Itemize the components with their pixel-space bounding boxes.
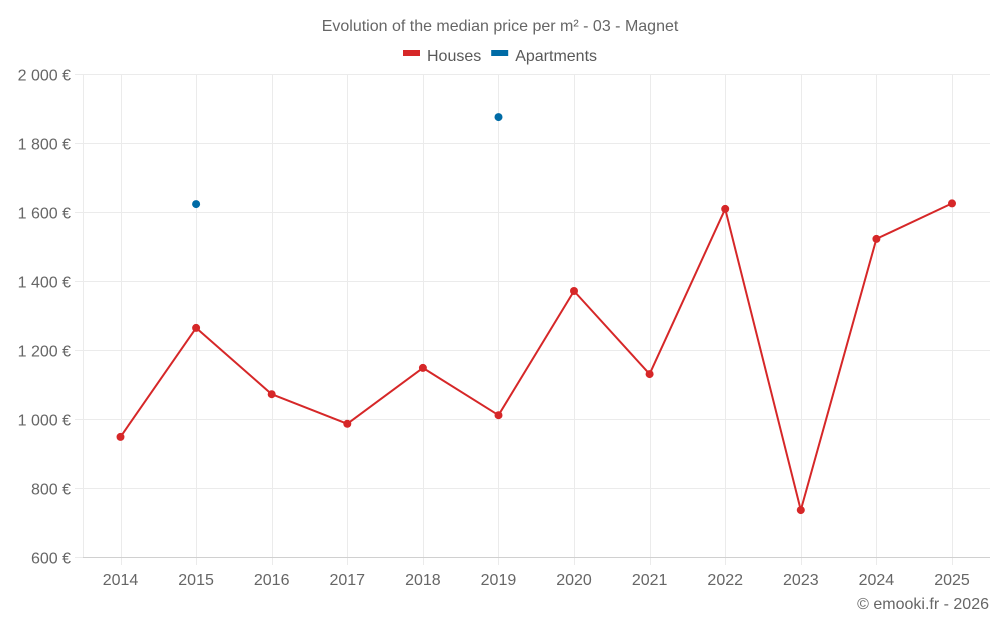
x-tick-label: 2020: [556, 572, 592, 589]
x-tick-label: 2016: [254, 572, 290, 589]
x-tick-label: 2018: [405, 572, 441, 589]
grid: [75, 74, 990, 565]
data-point-houses-2016[interactable]: [267, 390, 276, 399]
x-tick-label: 2022: [707, 572, 743, 589]
legend: Houses Apartments: [403, 48, 597, 65]
x-tick-label: 2025: [934, 572, 970, 589]
x-tick-label: 2023: [783, 572, 819, 589]
series-line-houses: [119, 202, 953, 512]
legend-label: Houses: [427, 48, 481, 65]
y-tick-label: 1 800 €: [18, 137, 71, 154]
legend-item-houses[interactable]: Houses: [403, 48, 481, 65]
x-tick-label: 2017: [329, 572, 365, 589]
axes: 600 € 800 € 1 000 € 1 200 € 1 400 € 1 600 € 1 …: [18, 68, 990, 589]
data-point-houses-2021[interactable]: [645, 370, 654, 379]
legend-item-apartments[interactable]: Apartments: [491, 48, 597, 65]
data-point-houses-2015[interactable]: [192, 323, 201, 332]
series-houses: [116, 199, 956, 515]
series-apartments: [192, 113, 503, 209]
x-tick-label: 2014: [103, 572, 139, 589]
x-tick-label: 2015: [178, 572, 214, 589]
data-point-houses-2018[interactable]: [418, 363, 427, 372]
y-tick-label: 1 200 €: [18, 344, 71, 361]
data-point-apartments-2015[interactable]: [192, 200, 201, 209]
data-point-houses-2025[interactable]: [948, 199, 956, 208]
data-point-houses-2020[interactable]: [570, 287, 578, 295]
data-point-houses-2014[interactable]: [116, 432, 125, 441]
data-point-houses-2024[interactable]: [872, 234, 881, 243]
data-point-houses-2019[interactable]: [494, 411, 503, 420]
credit-text: © emooki.fr - 2026: [857, 596, 989, 613]
chart-title: Evolution of the median price per m² - 0…: [322, 18, 679, 35]
series: [116, 113, 956, 515]
y-tick-label: 1 400 €: [18, 275, 71, 292]
legend-swatch: [491, 50, 509, 56]
x-tick-label: 2019: [481, 572, 517, 589]
y-tick-label: 600 €: [31, 551, 71, 568]
legend-label: Apartments: [515, 48, 597, 65]
y-tick-label: 1 000 €: [18, 413, 71, 430]
y-tick-label: 800 €: [31, 482, 71, 499]
y-tick-label: 2 000 €: [18, 68, 71, 85]
x-tick-label: 2021: [632, 572, 668, 589]
x-tick-label: 2024: [859, 572, 895, 589]
data-point-houses-2017[interactable]: [343, 419, 352, 428]
y-tick-label: 1 600 €: [18, 206, 71, 223]
data-point-houses-2022[interactable]: [721, 204, 730, 213]
legend-swatch: [403, 50, 420, 56]
data-point-apartments-2019[interactable]: [494, 113, 503, 122]
data-point-houses-2023[interactable]: [796, 506, 805, 515]
